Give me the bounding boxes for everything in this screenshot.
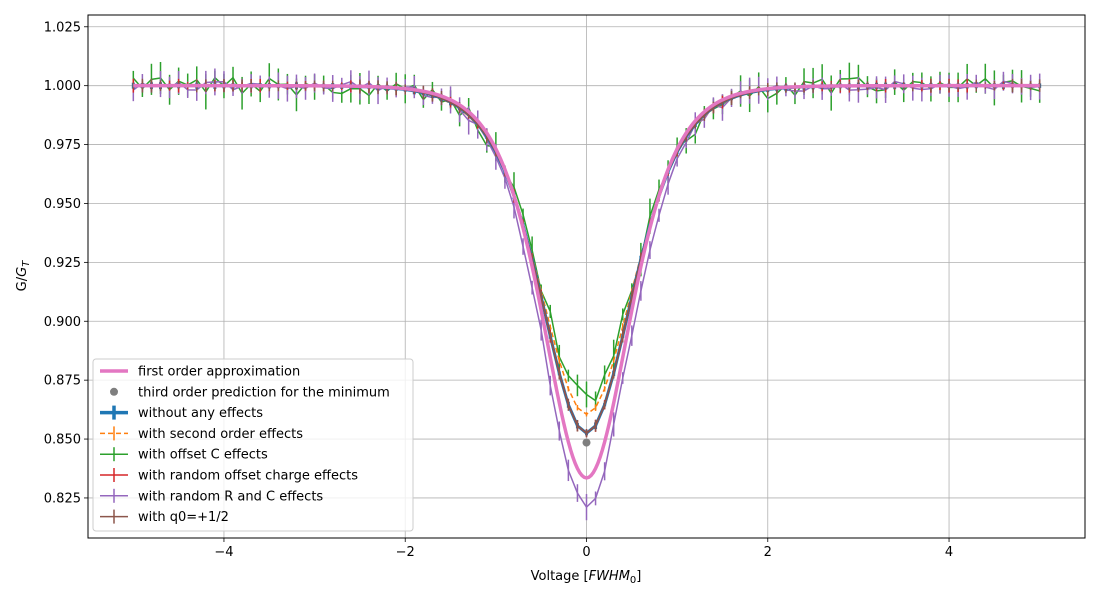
minimum-prediction-marker — [582, 438, 591, 447]
legend-label: with q0=+1/2 — [138, 510, 229, 525]
legend-label: with random R and C effects — [138, 489, 323, 504]
legend-item: third order prediction for the minimum — [110, 385, 390, 400]
legend: first order approximation third order pre… — [92, 358, 414, 532]
x-tick-label: 4 — [945, 545, 953, 560]
y-tick-label: 0.925 — [44, 256, 81, 271]
legend-label: with second order effects — [138, 427, 303, 442]
legend-item: with offset C effects — [100, 447, 268, 463]
legend-item: without any effects — [100, 405, 263, 421]
ticks: −4 −2 0 2 4 0.825 0.850 0.875 0.900 0.925 0.950 0.9… — [44, 20, 953, 560]
legend-label: third order prediction for the minimum — [138, 385, 390, 400]
x-tick-label: −2 — [396, 545, 415, 560]
y-tick-label: 0.825 — [44, 491, 81, 506]
y-tick-label: 1.000 — [44, 79, 81, 94]
x-axis-label: Voltage [FWHM0] — [531, 569, 642, 586]
legend-item: with random R and C effects — [100, 488, 323, 504]
legend-item: with q0=+1/2 — [100, 509, 229, 525]
y-tick-label: 1.025 — [44, 20, 81, 35]
legend-box — [92, 358, 414, 532]
plot-area — [131, 62, 1042, 521]
legend-label: with random offset charge effects — [138, 469, 358, 484]
legend-label: without any effects — [138, 406, 263, 421]
legend-label: first order approximation — [138, 365, 300, 380]
legend-label: with offset C effects — [138, 448, 268, 463]
legend-item: with random offset charge effects — [100, 468, 358, 484]
y-axis-label: G/GT — [15, 260, 32, 292]
x-tick-label: 0 — [582, 545, 590, 560]
x-tick-label: −4 — [214, 545, 233, 560]
series-line — [133, 84, 1040, 416]
legend-item: first order approximation — [100, 365, 300, 380]
y-tick-label: 0.900 — [44, 315, 81, 330]
legend-item: with second order effects — [100, 426, 303, 442]
legend-swatch — [110, 387, 118, 396]
y-tick-label: 0.975 — [44, 138, 81, 153]
x-tick-label: 2 — [764, 545, 772, 560]
y-tick-label: 0.850 — [44, 433, 81, 448]
y-tick-label: 0.875 — [44, 374, 81, 389]
first-order-curve — [133, 83, 1040, 480]
y-tick-label: 0.950 — [44, 197, 81, 212]
